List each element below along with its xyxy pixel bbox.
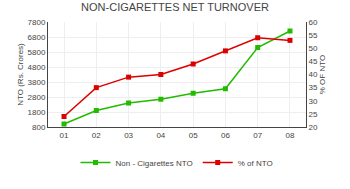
svg-text:02: 02	[92, 131, 101, 140]
svg-text:03: 03	[124, 131, 133, 140]
svg-text:06: 06	[221, 131, 230, 140]
svg-text:5800: 5800	[28, 48, 46, 57]
svg-text:4800: 4800	[28, 63, 46, 72]
svg-text:2800: 2800	[28, 93, 46, 102]
svg-text:NTO (Rs. Crores): NTO (Rs. Crores)	[16, 43, 25, 106]
svg-text:Non - Cigarettes NTO: Non - Cigarettes NTO	[116, 159, 193, 168]
svg-text:1800: 1800	[28, 108, 46, 117]
svg-text:800: 800	[32, 123, 46, 132]
svg-text:40: 40	[309, 70, 318, 79]
svg-text:60: 60	[309, 18, 318, 27]
svg-text:20: 20	[309, 123, 318, 132]
svg-text:% OF NTO: % OF NTO	[318, 55, 327, 94]
svg-text:NON-CIGARETTES NET TURNOVER: NON-CIGARETTES NET TURNOVER	[81, 1, 269, 13]
svg-text:3800: 3800	[28, 78, 46, 87]
svg-text:08: 08	[286, 131, 295, 140]
svg-text:05: 05	[189, 131, 198, 140]
svg-text:55: 55	[309, 31, 318, 40]
svg-text:50: 50	[309, 44, 318, 53]
svg-text:% of NTO: % of NTO	[238, 159, 273, 168]
svg-text:7800: 7800	[28, 18, 46, 27]
svg-text:35: 35	[309, 83, 318, 92]
svg-text:25: 25	[309, 110, 318, 119]
svg-text:04: 04	[156, 131, 165, 140]
svg-text:45: 45	[309, 57, 318, 66]
svg-text:30: 30	[309, 97, 318, 106]
svg-text:6800: 6800	[28, 33, 46, 42]
svg-text:01: 01	[60, 131, 69, 140]
svg-text:07: 07	[253, 131, 262, 140]
